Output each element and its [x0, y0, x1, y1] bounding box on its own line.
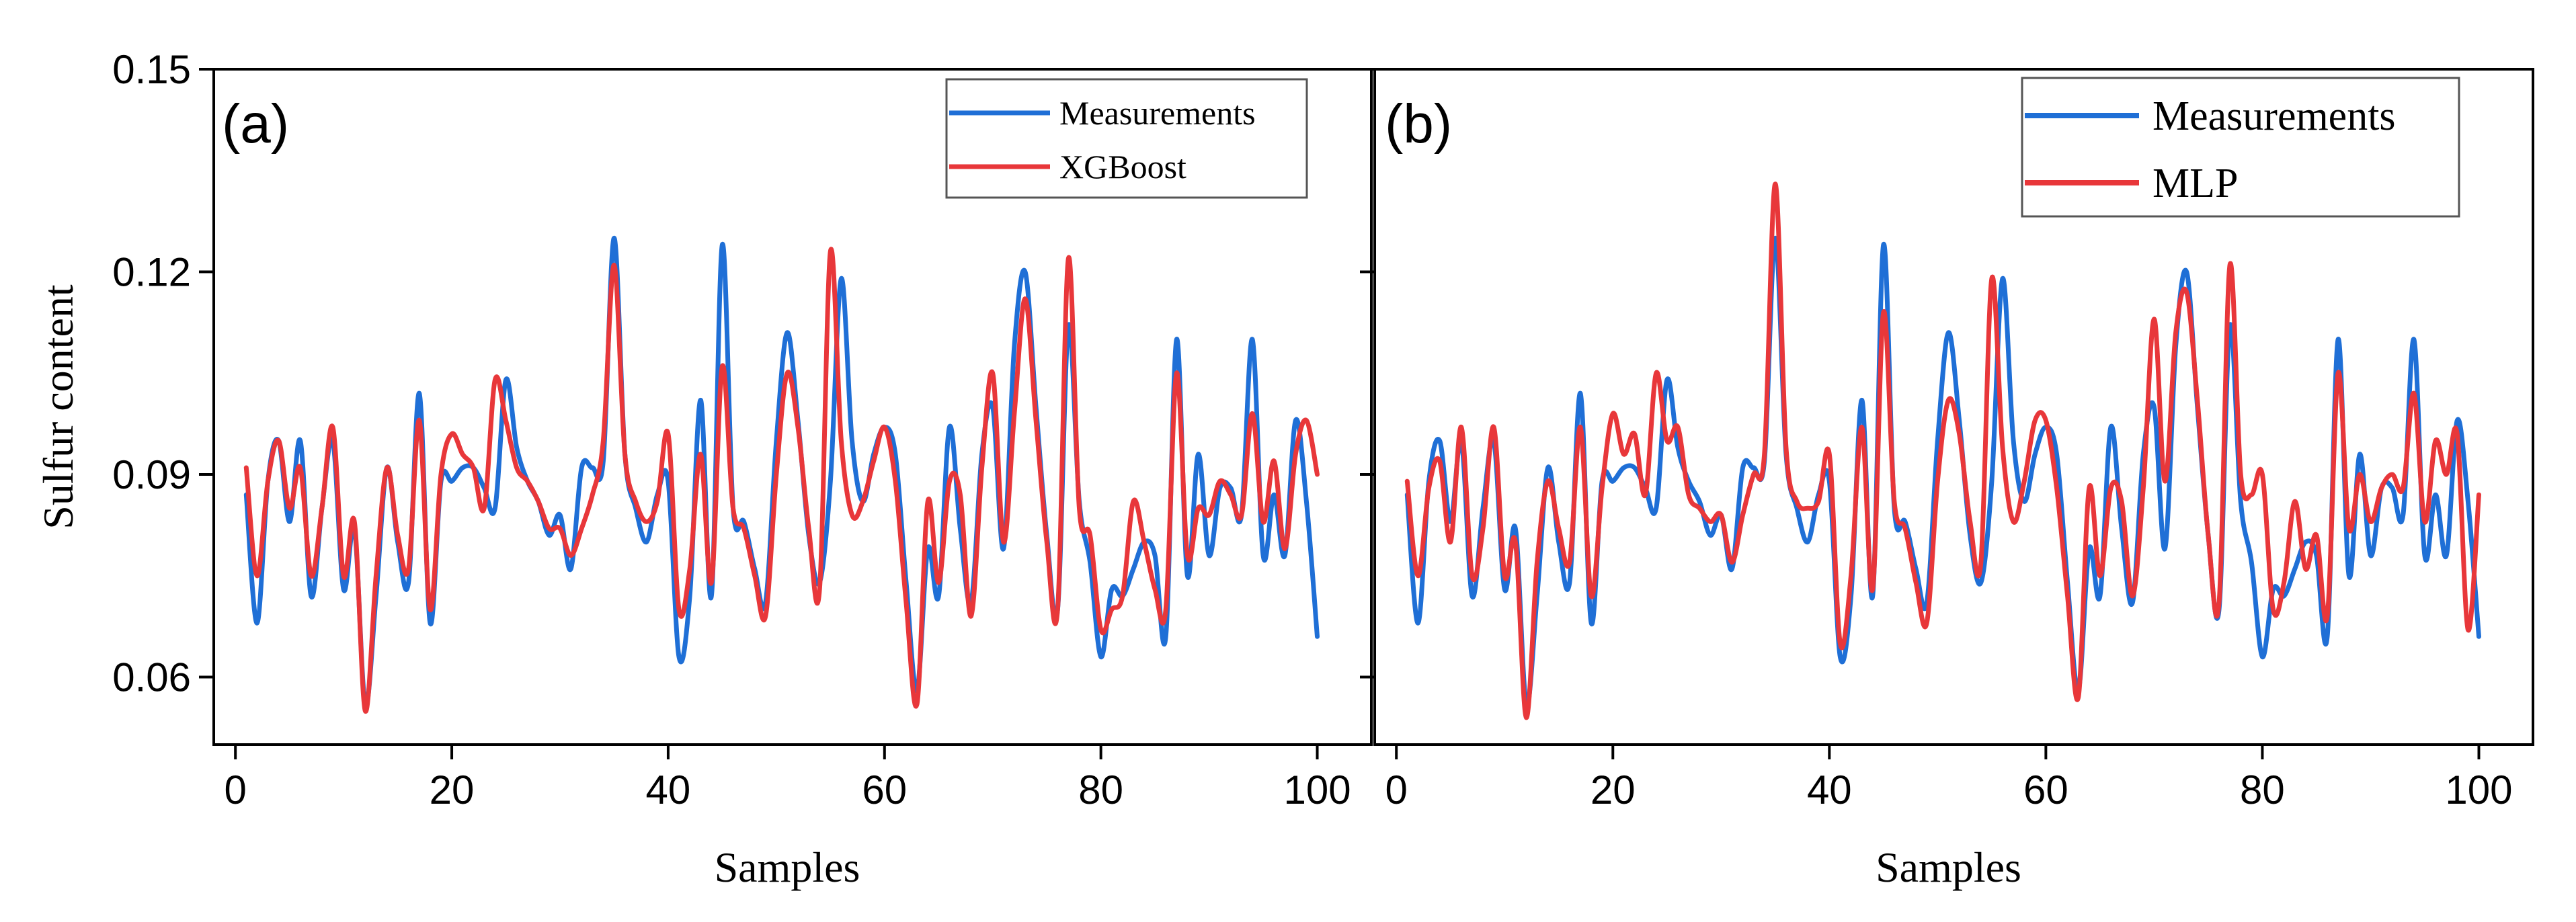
legend-label: Measurements — [1059, 94, 1256, 132]
panel-a: 0 20 40 60 80 100 0.06 0.09 0.12 0.15 Samples Sulfu… — [34, 47, 1373, 891]
legend: Measurements XGBoost — [945, 78, 1308, 199]
x-tick-label: 80 — [1078, 767, 1123, 812]
series-line-measurements — [243, 235, 1320, 708]
panel-label: (b) — [1385, 93, 1452, 155]
legend-label: XGBoost — [1059, 148, 1186, 185]
plot-frame — [1373, 68, 2534, 746]
x-axis-title: Samples — [715, 843, 860, 891]
series-line-measurements — [1404, 235, 2481, 708]
y-tick-label: 0.09 — [112, 452, 191, 497]
x-tick-label: 60 — [862, 767, 907, 812]
panel-label: (a) — [222, 93, 289, 155]
legend: Measurements MLP — [2021, 77, 2460, 218]
panel-b: 0 20 40 60 80 100 Samples (b) Measurements MLP — [1360, 68, 2534, 891]
y-tick-label: 0.06 — [112, 655, 191, 700]
x-tick-label: 80 — [2240, 767, 2285, 812]
legend-label: Measurements — [2152, 93, 2396, 139]
x-tick-label: 60 — [2023, 767, 2068, 812]
y-tick-label: 0.12 — [112, 250, 191, 295]
series-line-mlp — [1404, 181, 2481, 720]
x-tick-label: 20 — [1591, 767, 1636, 812]
legend-label: MLP — [2152, 161, 2238, 206]
legend-box — [945, 78, 1308, 199]
x-tick-label: 0 — [224, 767, 246, 812]
y-tick-label: 0.15 — [112, 47, 191, 92]
x-tick-label: 100 — [1283, 767, 1351, 812]
y-axis-title: Sulfur content — [34, 284, 82, 530]
x-tick-label: 0 — [1385, 767, 1408, 812]
x-axis-title: Samples — [1876, 843, 2021, 891]
x-tick-label: 40 — [646, 767, 691, 812]
x-tick-label: 40 — [1807, 767, 1852, 812]
series-line-xgboost — [243, 247, 1320, 714]
plot-frame — [212, 68, 1373, 746]
x-tick-label: 100 — [2445, 767, 2512, 812]
x-tick-label: 20 — [430, 767, 475, 812]
legend-box — [2021, 77, 2460, 218]
